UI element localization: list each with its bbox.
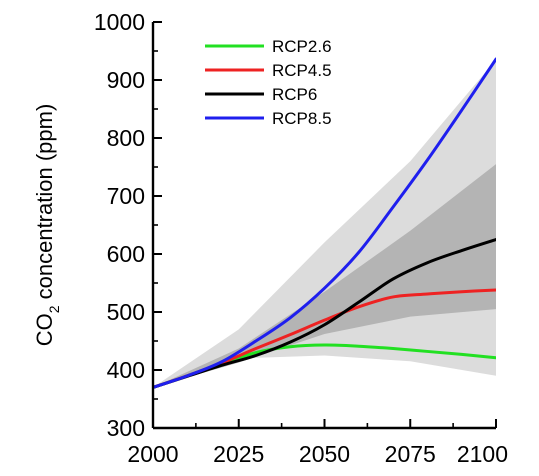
x-tick-label: 2075 (385, 441, 436, 467)
x-axis-ticks: 2000 2025 2050 2075 2100 (127, 419, 508, 467)
legend-label: RCP4.5 (272, 61, 332, 80)
x-tick-label: 2100 (457, 441, 508, 467)
legend: RCP2.6 RCP4.5 RCP6 RCP8.5 (205, 37, 332, 128)
y-tick-label: 800 (107, 125, 145, 151)
y-axis-label-subscript: 2 (46, 305, 62, 313)
series-lines (153, 57, 496, 389)
y-tick-label: 300 (107, 415, 145, 441)
legend-label: RCP6 (272, 85, 317, 104)
y-tick-label: 1000 (94, 9, 145, 35)
y-tick-label: 900 (107, 67, 145, 93)
series-line-rcp6 (153, 238, 496, 389)
series-line-rcp8-5 (153, 57, 496, 389)
y-tick-label: 500 (107, 299, 145, 325)
x-tick-label: 2000 (127, 441, 178, 467)
y-axis-label-co: CO (32, 313, 57, 346)
y-tick-label: 400 (107, 357, 145, 383)
y-axis-label: CO2 concentration (ppm) (32, 104, 62, 347)
y-tick-label: 700 (107, 183, 145, 209)
y-tick-label: 600 (107, 241, 145, 267)
x-tick-label: 2025 (213, 441, 264, 467)
y-axis-label-rest: concentration (ppm) (32, 104, 57, 306)
legend-label: RCP2.6 (272, 37, 332, 56)
legend-label: RCP8.5 (272, 109, 332, 128)
uncertainty-bands (153, 59, 496, 388)
x-tick-label: 2050 (299, 441, 350, 467)
y-axis-ticks: 300 400 500 600 700 800 900 1000 (94, 9, 162, 441)
uncertainty-band-2 (153, 164, 496, 388)
